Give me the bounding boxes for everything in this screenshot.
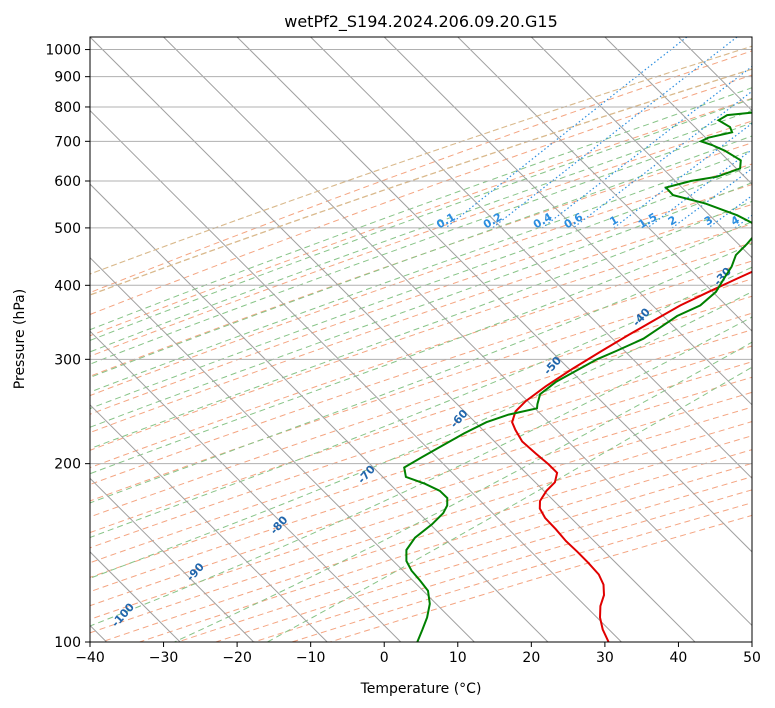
- x-axis-ticks: −40 −30 −20 −10 0 10 20 30 40 50: [75, 642, 761, 666]
- dry-adiabat: [90, 278, 752, 502]
- x-tick-label: 0: [380, 650, 389, 666]
- x-tick-label: 20: [522, 650, 540, 666]
- isotherm: [604, 37, 752, 185]
- isotherm: [90, 183, 549, 642]
- x-tick-label: 30: [596, 650, 614, 666]
- x-tick-label: 50: [743, 650, 761, 666]
- x-tick-label: 40: [670, 650, 688, 666]
- y-tick-label: 600: [54, 174, 81, 190]
- x-tick-label: 10: [449, 650, 467, 666]
- isotherm: [383, 37, 752, 406]
- moist-adiabat: [90, 109, 752, 353]
- dry-adiabat: [90, 376, 752, 593]
- isotherm: [90, 330, 402, 642]
- dewpoint-profile: [403, 111, 752, 642]
- mixing-ratio-line: [572, 90, 752, 229]
- dry-adiabat: [90, 74, 752, 316]
- y-tick-label: 500: [54, 221, 81, 237]
- x-axis-label: Temperature (°C): [360, 681, 482, 697]
- isotherm: [90, 477, 255, 642]
- mixing-ratio-line: [671, 167, 752, 229]
- dry-adiabat: [90, 142, 752, 377]
- moist-adiabat: [267, 366, 752, 642]
- pressure-gridlines: [90, 49, 752, 642]
- y-axis-ticks: 100 200 300 400 500 600 700 800 900 1000: [45, 43, 90, 651]
- moist-adiabat: [90, 266, 752, 539]
- isotherm: [310, 37, 752, 480]
- dry-adiabat: [90, 120, 752, 357]
- y-tick-label: 300: [54, 352, 81, 368]
- dry-adiabat: [90, 50, 752, 294]
- isotherm: [90, 404, 328, 642]
- isotherm: [90, 37, 696, 642]
- x-tick-label: −10: [296, 650, 326, 666]
- y-tick-label: 400: [54, 278, 81, 294]
- x-tick-label: −40: [75, 650, 105, 666]
- isotherm: [90, 256, 475, 642]
- y-tick-label: 800: [54, 100, 81, 116]
- freezing-level-curve: [90, 45, 752, 275]
- isotherm: [90, 109, 622, 642]
- y-tick-label: 100: [54, 635, 81, 651]
- moist-adiabat: [90, 182, 752, 428]
- y-tick-label: 900: [54, 70, 81, 86]
- x-tick-label: −20: [222, 650, 252, 666]
- y-axis-label: Pressure (hPa): [12, 289, 28, 389]
- moist-adiabat: [90, 98, 752, 342]
- y-tick-label: 200: [54, 457, 81, 473]
- dry-adiabat: [90, 223, 752, 451]
- mixing-ratio-line: [492, 37, 738, 229]
- temperature-profile: [511, 270, 752, 642]
- isotherm: [457, 37, 752, 332]
- x-tick-label: −30: [149, 650, 179, 666]
- isotherm: [236, 37, 752, 553]
- isotherm: [530, 37, 752, 259]
- chart-title: wetPf2_S194.2024.206.09.20.G15: [284, 12, 558, 32]
- isotherm: [163, 37, 752, 627]
- dry-adiabat: [90, 242, 752, 469]
- dry-adiabat: [90, 97, 752, 337]
- y-tick-label: 1000: [45, 43, 81, 59]
- moist-adiabat: [90, 87, 752, 331]
- moist-adiabat: [90, 165, 752, 410]
- dry-adiabat: [90, 163, 752, 397]
- plot-frame: [89, 36, 753, 643]
- dry-adiabat: [90, 361, 752, 578]
- moist-adiabat: [90, 243, 752, 504]
- mixing-ratio-line: [542, 65, 752, 229]
- profiles: [403, 111, 752, 642]
- moist-adiabat: [90, 200, 752, 450]
- y-tick-label: 700: [54, 134, 81, 150]
- dry-adiabat: [90, 329, 752, 549]
